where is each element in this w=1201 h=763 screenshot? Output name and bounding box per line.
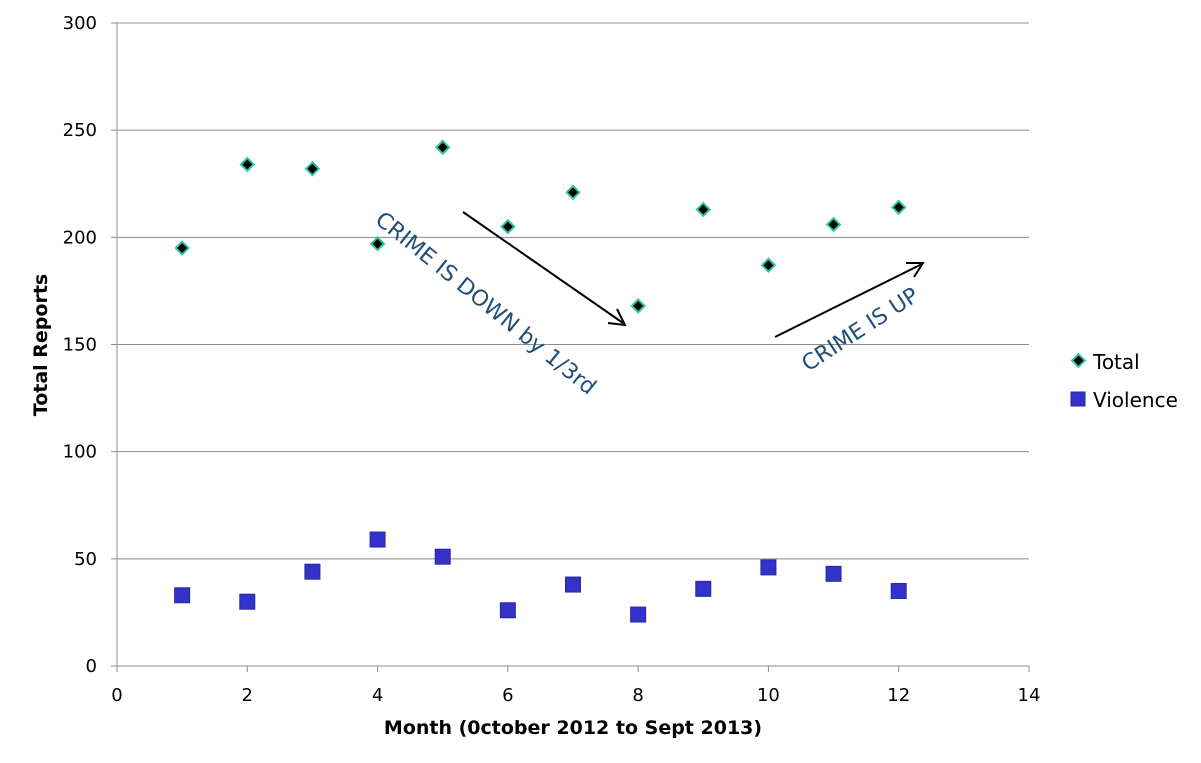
x-axis-title: Month (0ctober 2012 to Sept 2013) [384, 717, 762, 739]
y-tick-label: 150 [63, 335, 97, 356]
total-point [890, 199, 907, 216]
violence-point [630, 606, 647, 623]
annotation-crime-down: CRIME IS DOWN by 1/3rd [370, 207, 600, 400]
total-point [500, 218, 516, 235]
y-tick-label: 250 [63, 120, 97, 141]
y-axis-title: Total Reports [30, 274, 52, 416]
total-point [825, 216, 842, 233]
down-arrowhead [607, 308, 627, 327]
total-point [434, 139, 451, 156]
x-tick-label: 4 [372, 685, 383, 706]
violence-point [239, 593, 256, 610]
violence-point [565, 576, 581, 593]
total-point [369, 235, 386, 252]
legend-item-violence: Violence [1070, 388, 1178, 412]
total-point [695, 201, 712, 218]
legend-marker-total [1070, 352, 1087, 369]
y-tick-label: 100 [63, 442, 97, 463]
total-point [304, 160, 321, 177]
total-point [630, 298, 646, 314]
x-tick-label: 6 [502, 685, 513, 706]
legend-item-total: Total [1070, 350, 1140, 374]
violence-point [890, 582, 907, 599]
violence-point [499, 602, 516, 619]
annotation-crime-up: CRIME IS UP [798, 283, 924, 377]
gridlines [117, 22, 1029, 560]
up-arrowhead [906, 262, 925, 278]
legend-marker-violence [1070, 391, 1086, 407]
y-tick-label: 0 [86, 656, 97, 677]
down-arrow [462, 211, 624, 324]
violence-point [695, 580, 712, 597]
x-tick-label: 10 [757, 685, 780, 706]
violence-point [304, 563, 321, 580]
violence-point [825, 565, 842, 582]
legend-label-violence: Violence [1093, 388, 1178, 412]
y-tick-label: 50 [74, 549, 97, 570]
total-point [239, 156, 256, 173]
x-tick-label: 2 [242, 685, 253, 706]
annotations: CRIME IS DOWN by 1/3rd CRIME IS UP [370, 207, 925, 400]
up-arrow [774, 263, 923, 338]
total-point [565, 184, 581, 201]
tick-labels: 0 50 100 150 200 250 300 0 2 4 6 8 10 12 14 [63, 13, 1041, 706]
violence-point [369, 531, 386, 548]
violence-point [174, 587, 191, 604]
x-tick-label: 8 [632, 685, 643, 706]
total-point [174, 240, 190, 256]
legend: Total Violence [1070, 350, 1178, 412]
total-point [760, 257, 777, 273]
data-points [174, 139, 907, 623]
x-tick-label: 12 [887, 685, 910, 706]
x-tick-label: 14 [1018, 685, 1041, 706]
legend-label-total: Total [1092, 350, 1140, 374]
violence-point [760, 559, 777, 576]
y-tick-label: 200 [63, 227, 97, 248]
x-tick-label: 0 [111, 685, 122, 706]
violence-point [434, 548, 451, 565]
y-tick-label: 300 [63, 13, 97, 34]
axes [111, 22, 1030, 672]
